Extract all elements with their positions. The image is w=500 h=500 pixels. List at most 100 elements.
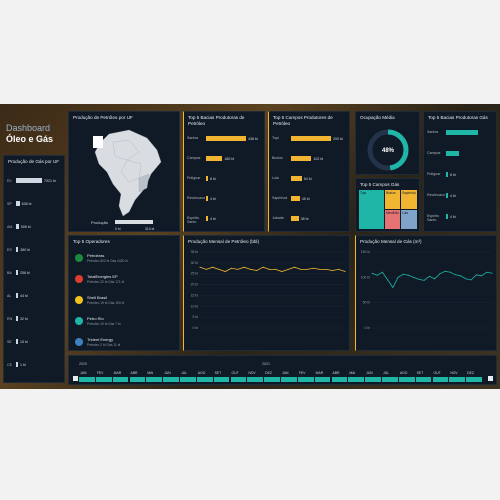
gas-basins-row[interactable]: Recôncavo 4 bi — [424, 193, 496, 203]
gas-basins-row[interactable]: Potiguar 6 bi — [424, 172, 496, 182]
timeline-month-segment[interactable] — [163, 377, 179, 382]
data-point — [199, 266, 201, 268]
gas-fields-treemap[interactable]: Tupi Búzios Sapinhoá Mexilhão Lula — [359, 190, 418, 230]
gas-basins-row[interactable]: Santos — [424, 130, 496, 140]
timeline-month: MAR — [113, 371, 122, 375]
gas-uf-row[interactable]: CE 1 bi — [4, 362, 64, 372]
operator-logo-icon — [75, 338, 83, 346]
fields-row[interactable]: Lula 54 bi — [269, 176, 349, 186]
timeline-left-handle[interactable] — [73, 376, 78, 381]
gas-uf-bar — [16, 362, 18, 367]
gas-basins-row[interactable]: Campos — [424, 151, 496, 161]
basins-row[interactable]: Recôncavo 4 bi — [184, 196, 264, 206]
gas-monthly-chart[interactable]: 150 bi 100 bi 50 bi 0 bi — [356, 236, 497, 351]
treemap-tile-label: Búzios — [386, 191, 396, 195]
fields-row[interactable]: Tupi 200 bi — [269, 136, 349, 146]
operator-row[interactable]: Petro Rio Petróleo 10 bi Gás 7 bi — [73, 315, 175, 335]
gas-uf-row[interactable]: BA 258 bi — [4, 270, 64, 280]
uf-label: AL — [7, 294, 12, 298]
timeline-month-segment[interactable] — [314, 377, 331, 382]
gas-basins-row[interactable]: Espírito Santo 4 bi — [424, 214, 496, 224]
basins-row[interactable]: Santos 438 bi — [184, 136, 264, 146]
timeline-month-segment[interactable] — [264, 377, 280, 382]
data-point — [486, 271, 488, 273]
timeline-month-segment[interactable] — [365, 377, 381, 382]
timeline-month-segment[interactable] — [213, 377, 230, 382]
treemap-tile[interactable]: Sapinhoá — [401, 190, 417, 209]
timeline-month: MAI — [147, 371, 154, 375]
uf-label: RN — [7, 317, 13, 321]
gas-uf-row[interactable]: RJ 7021 bi — [4, 178, 64, 188]
basins-row[interactable]: Potiguar 6 bi — [184, 176, 264, 186]
timeline-month: JUL — [181, 371, 188, 375]
oil-monthly-chart[interactable]: 35 bi 30 bi 25 bi 20 bi 15 bi 10 bi 5 bi 0 bi — [184, 236, 350, 351]
timeline-month-segment[interactable] — [331, 377, 348, 382]
basins-label: Campos — [187, 156, 201, 160]
timeline-month-segment[interactable] — [281, 377, 297, 382]
oil-monthly-chart-panel: Produção Mensal de Petróleo (bbl) 35 bi 3… — [183, 235, 350, 351]
uf-label: RJ — [7, 179, 12, 183]
gas-uf-row[interactable]: ES 380 bi — [4, 247, 64, 257]
timeline-month-segment[interactable] — [382, 377, 398, 382]
fields-row[interactable]: Búzios 102 bi — [269, 156, 349, 166]
gas-basins-value: 6 bi — [450, 173, 456, 177]
data-point — [376, 274, 378, 276]
y-tick-label: 20 bi — [191, 283, 199, 287]
timeline-month-segment[interactable] — [398, 377, 415, 382]
brazil-map[interactable]: Produção 0 bi 314 bi — [69, 112, 180, 232]
basins-bar — [206, 136, 246, 141]
gas-uf-row[interactable]: AL 44 bi — [4, 293, 64, 303]
timeline-month: OUT — [433, 371, 441, 375]
data-point — [212, 266, 214, 268]
basins-label: Espírito Santo — [187, 216, 200, 224]
timeline-month-segment[interactable] — [415, 377, 432, 382]
timeline-month-segment[interactable] — [432, 377, 449, 382]
treemap-tile[interactable]: Búzios — [385, 190, 400, 209]
gas-uf-row[interactable]: SE 15 bi — [4, 339, 64, 349]
y-tick-label: 5 bi — [193, 315, 199, 319]
gas-uf-value: 380 bi — [20, 248, 30, 252]
timeline-month-segment[interactable] — [297, 377, 314, 382]
fields-bar — [291, 176, 302, 181]
operator-row[interactable]: Trident Energy Petróleo 2 bi Gás 11 bi — [73, 336, 175, 350]
timeline-month-segment[interactable] — [348, 377, 365, 382]
operator-production: Petróleo 10 bi Gás 7 bi — [87, 322, 121, 326]
timeline-month-segment[interactable] — [180, 377, 196, 382]
data-point — [444, 270, 446, 272]
timeline-month-segment[interactable] — [79, 377, 95, 382]
y-tick-label: 30 bi — [191, 261, 199, 265]
timeline-right-handle[interactable] — [488, 376, 493, 381]
fields-row[interactable]: Jubarte 38 bi — [269, 216, 349, 226]
gas-uf-row[interactable]: AM 506 bi — [4, 224, 64, 234]
timeline-month-segment[interactable] — [449, 377, 466, 382]
basins-bar — [206, 196, 208, 201]
treemap-tile[interactable]: Tupi — [359, 190, 384, 229]
timeline-month-segment[interactable] — [196, 377, 213, 382]
gas-uf-row[interactable]: RN 32 bi — [4, 316, 64, 326]
fields-label: Lula — [272, 176, 279, 180]
timeline-month-segment[interactable] — [129, 377, 146, 382]
data-point — [249, 268, 251, 270]
basins-row[interactable]: Espírito Santo 4 bi — [184, 216, 264, 226]
fields-row[interactable]: Sapinhoá 45 bi — [269, 196, 349, 206]
timeline-month-segment[interactable] — [466, 377, 482, 382]
gas-basins-bar — [446, 172, 448, 177]
fields-label: Jubarte — [272, 216, 284, 220]
timeline-month-segment[interactable] — [247, 377, 264, 382]
basins-row[interactable]: Campos 180 bi — [184, 156, 264, 166]
timeline-month-segment[interactable] — [230, 377, 247, 382]
gas-uf-value: 32 bi — [20, 317, 28, 321]
data-point — [237, 268, 239, 270]
operator-production: Petróleo 2 bi Gás 11 bi — [87, 343, 121, 347]
gas-uf-row[interactable]: SP 638 bi — [4, 201, 64, 211]
basins-value: 4 bi — [210, 217, 216, 221]
operator-row[interactable]: Petrobras Petróleo 602 bi Gás 4420 bi — [73, 252, 175, 272]
timeline-month-segment[interactable] — [95, 377, 112, 382]
gas-basins-label: Santos — [427, 130, 439, 134]
treemap-tile[interactable]: Mexilhão — [385, 210, 400, 229]
operator-row[interactable]: TotalEnergies EP Petróleo 22 bi Gás 171 b… — [73, 273, 175, 293]
timeline-month-segment[interactable] — [112, 377, 129, 382]
operator-row[interactable]: Shell Brasil Petróleo 19 bi Gás 100 bi — [73, 294, 175, 314]
timeline-month-segment[interactable] — [146, 377, 163, 382]
treemap-tile[interactable]: Lula — [401, 210, 417, 229]
